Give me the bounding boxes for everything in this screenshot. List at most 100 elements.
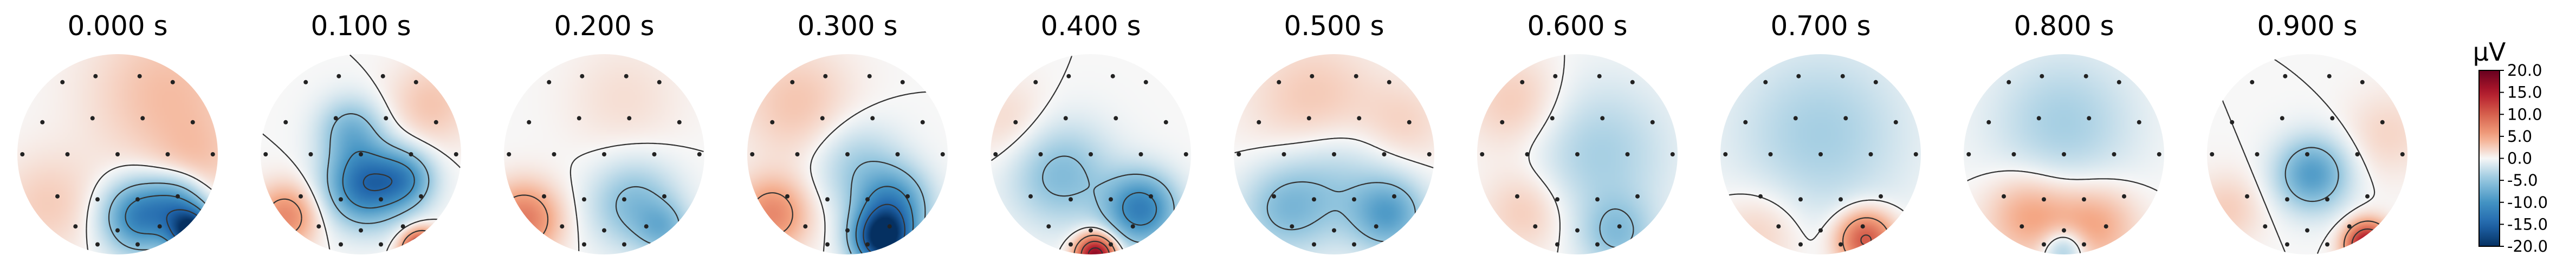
sensor-marker (1798, 197, 1803, 202)
sensor-marker (552, 152, 556, 156)
contour-line (1528, 55, 1565, 254)
sensor-marker (55, 194, 60, 199)
sensor-marker (60, 80, 65, 84)
sensor-marker (2087, 116, 2092, 121)
sensor-marker (1768, 152, 1773, 156)
colorbar-tick-label: -5.0 (2507, 171, 2538, 189)
colorbar-tick-label: 15.0 (2507, 83, 2542, 102)
sensor-marker (1066, 74, 1071, 78)
sensor-marker (413, 80, 418, 84)
sensor-marker (790, 80, 795, 84)
sensor-marker (1277, 80, 1281, 84)
sensor-marker (2305, 228, 2309, 233)
sensor-marker (1758, 194, 1763, 199)
sensor-marker (820, 116, 825, 121)
sensor-marker (1553, 74, 1558, 78)
sensor-marker (865, 197, 870, 202)
sensor-marker (1089, 152, 1093, 156)
sensor-marker (2062, 228, 2066, 233)
sensor-marker (785, 194, 789, 199)
colorbar-gradient (2478, 70, 2500, 247)
sensor-marker (2250, 80, 2255, 84)
sensor-marker (176, 194, 180, 199)
sensor-marker (770, 120, 775, 125)
sensor-marker (900, 80, 905, 84)
sensor-marker (1776, 224, 1781, 229)
panel-title: 0.800 s (2014, 10, 2114, 42)
sensor-marker (1860, 224, 1865, 229)
sensor-marker (1600, 116, 1605, 121)
sensor-marker (1617, 224, 1622, 229)
sensor-marker (1533, 224, 1538, 229)
sensor-marker (1306, 116, 1311, 121)
sensor-marker (1138, 152, 1143, 156)
topomap-panel: 0.200 s (504, 10, 704, 254)
sensor-marker (1893, 120, 1898, 125)
sensor-marker (2355, 152, 2360, 156)
sensor-marker (1595, 197, 1600, 202)
sensor-marker (547, 80, 552, 84)
sensor-marker (2083, 74, 2088, 78)
sensor-marker (135, 242, 140, 247)
sensor-marker (1670, 152, 1675, 156)
sensor-marker (1913, 152, 1918, 156)
sensor-marker (1840, 74, 1845, 78)
sensor-marker (2380, 120, 2385, 125)
panel-title: 0.000 s (67, 10, 167, 42)
colorbar-tick-label: -20.0 (2507, 237, 2548, 256)
sensor-marker (2263, 224, 2268, 229)
sensor-marker (2002, 194, 2006, 199)
sensor-marker (95, 197, 100, 202)
colorbar-tick-label: -10.0 (2507, 193, 2548, 212)
sensor-marker (1354, 74, 1358, 78)
topomap-panel: 0.600 s (1477, 10, 1678, 254)
contour-line (991, 55, 1125, 254)
sensor-marker (1382, 152, 1387, 156)
sensor-marker (339, 242, 343, 247)
sensor-marker (1374, 224, 1378, 229)
panel-title: 0.700 s (1770, 10, 1870, 42)
sensor-marker (677, 120, 682, 125)
sensor-marker (1272, 194, 1276, 199)
sensor-marker (2285, 197, 2289, 202)
sensor-marker (2255, 152, 2260, 156)
contour-line (2359, 236, 2376, 253)
sensor-marker (602, 152, 606, 156)
contour-line (416, 244, 426, 254)
sensor-marker (2327, 74, 2332, 78)
sensor-marker (905, 194, 910, 199)
sensor-marker (115, 228, 120, 233)
sensor-marker (1281, 152, 1286, 156)
sensor-marker (2042, 242, 2046, 247)
contour-line (1964, 170, 2164, 254)
sensor-marker (1480, 152, 1485, 156)
sensor-marker (887, 224, 892, 229)
sensor-marker (1332, 152, 1336, 156)
sensor-marker (454, 152, 458, 156)
sensor-marker (1839, 242, 1843, 247)
sensor-marker (2305, 152, 2309, 156)
sensor-marker (419, 194, 423, 199)
contour-line (2284, 147, 2339, 202)
panel-title: 0.300 s (797, 10, 897, 42)
sensor-marker (1635, 194, 1640, 199)
sensor-marker (1312, 242, 1316, 247)
sensor-marker (1879, 194, 1883, 199)
sensor-marker (2365, 194, 2370, 199)
sensor-marker (1013, 120, 1018, 125)
sensor-marker (339, 197, 343, 202)
sensor-marker (2103, 224, 2108, 229)
sensor-marker (527, 120, 532, 125)
sensor-marker (2112, 152, 2117, 156)
contour-lines (1964, 170, 2164, 254)
sensor-marker (1555, 197, 1559, 202)
sensor-marker (823, 74, 828, 78)
sensor-marker (283, 120, 288, 125)
sensor-marker (1332, 228, 1336, 233)
sensor-marker (1873, 80, 1878, 84)
sensor-marker (359, 228, 363, 233)
sensor-marker (299, 194, 303, 199)
sensor-marker (657, 80, 662, 84)
sensor-marker (2157, 152, 2161, 156)
